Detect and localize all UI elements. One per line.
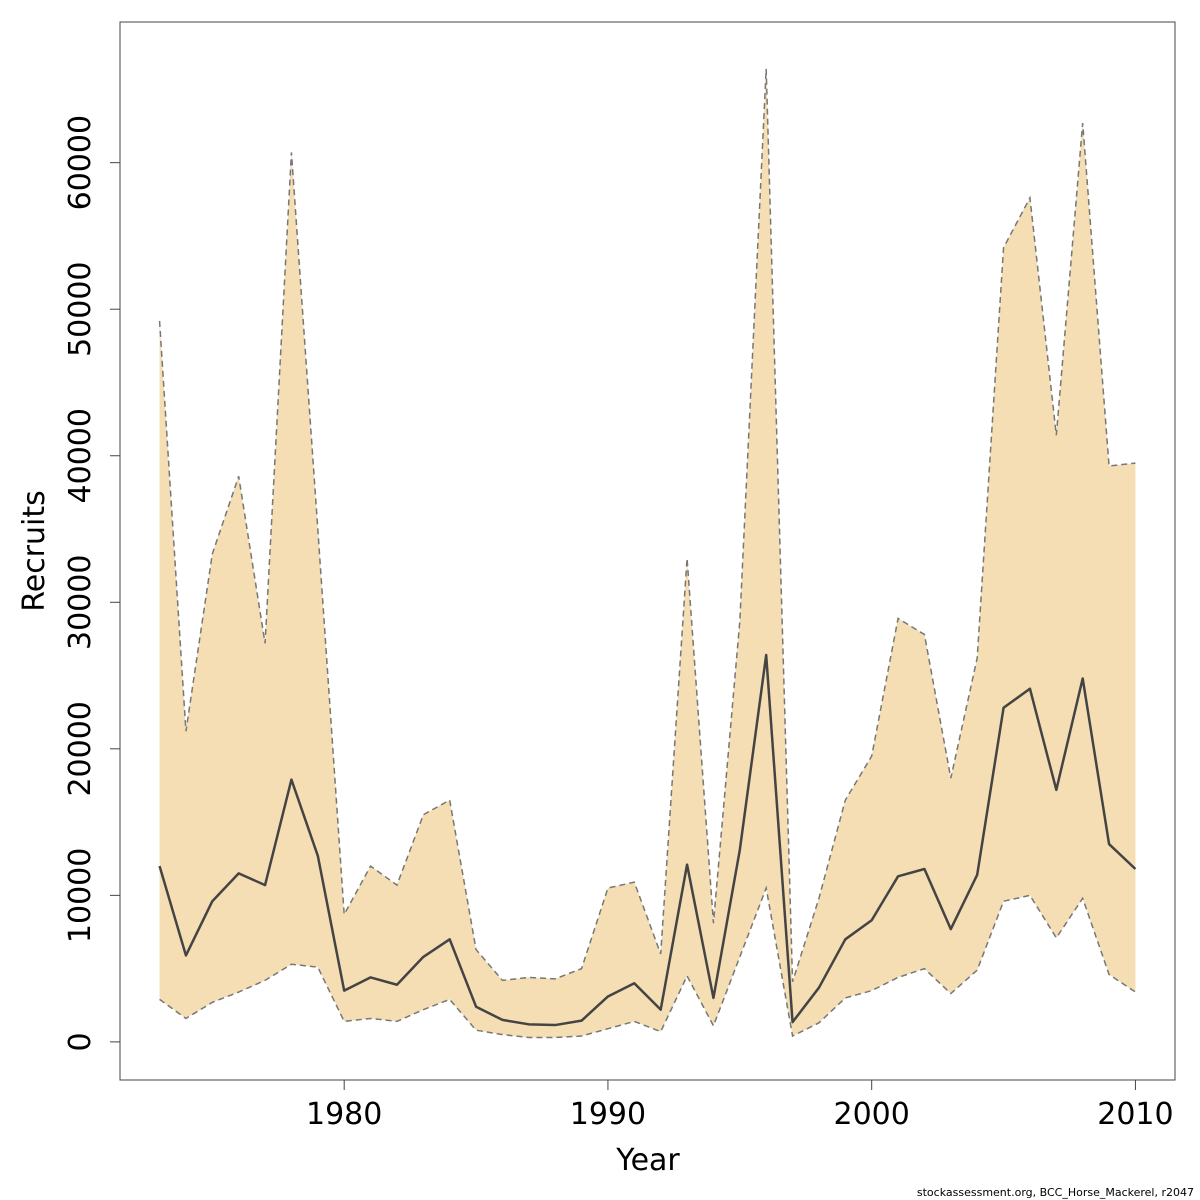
y-axis-title: Recruits — [17, 490, 52, 612]
confidence-band-layer — [159, 68, 1136, 1038]
estimate-line-layer — [158, 653, 1137, 1027]
x-tick-label-1980: 1980 — [306, 1097, 382, 1132]
estimate-line — [158, 653, 1137, 1027]
x-tick-label-1990: 1990 — [570, 1097, 646, 1132]
plot-frame — [119, 21, 1176, 1081]
x-tick-label-2000: 2000 — [834, 1097, 910, 1132]
lower-bound-line — [159, 885, 1136, 1039]
x-tick-label-2010: 2010 — [1097, 1097, 1173, 1132]
x-axis: 1980 1990 2000 2010 — [306, 1080, 1174, 1132]
y-tick-label-10000: 10000 — [63, 848, 98, 943]
y-tick-label-20000: 20000 — [63, 701, 98, 796]
y-tick-label-40000: 40000 — [63, 408, 98, 503]
y-tick-label-60000: 60000 — [63, 115, 98, 210]
upper-bound-line — [158, 68, 1136, 983]
x-axis-title: Year — [615, 1143, 680, 1178]
y-tick-label-0: 0 — [63, 1032, 98, 1051]
y-axis: 0 10000 20000 30000 40000 50000 60000 — [63, 115, 120, 1051]
y-tick-label-30000: 30000 — [63, 555, 98, 650]
credit-text: stockassessment.org, BCC_Horse_Mackerel,… — [917, 1186, 1194, 1199]
y-tick-label-50000: 50000 — [63, 261, 98, 356]
confidence-bounds-layer — [158, 68, 1136, 1039]
confidence-band — [159, 68, 1136, 1038]
